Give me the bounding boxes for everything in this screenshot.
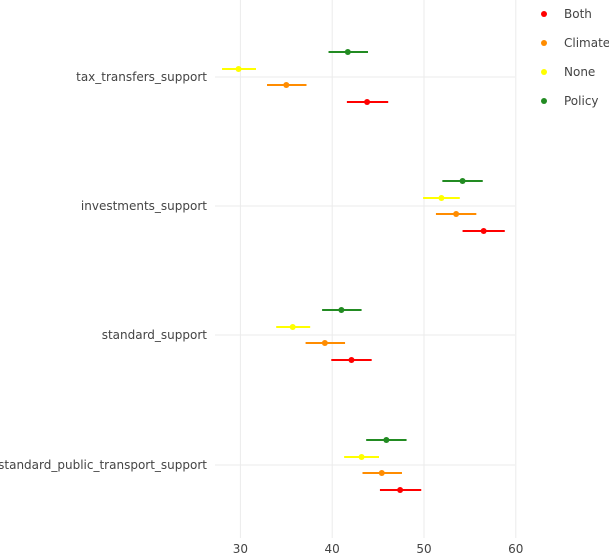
legend[interactable]: Both Climate None Policy [541,7,609,108]
data-point [321,340,328,346]
legend-item[interactable]: Both [541,7,592,21]
x-axis-ticks: 30 40 50 60 [233,542,524,556]
legend-item[interactable]: None [541,65,595,79]
legend-swatch [541,11,547,17]
data-point [344,49,351,55]
data-point [289,324,296,330]
data-point [383,437,390,443]
data-point [459,178,466,184]
legend-label: Both [564,7,592,21]
data-point [364,99,371,105]
legend-label: Climate [564,36,609,50]
legend-label: Policy [564,94,599,108]
data-point [358,454,365,460]
x-tick-label: 30 [233,542,248,556]
data-point [338,307,345,313]
legend-label: None [564,65,595,79]
data-marks [222,49,505,493]
data-point [480,228,487,234]
grid [215,0,517,538]
data-point [235,66,242,72]
legend-swatch [541,69,547,75]
x-tick-label: 50 [416,542,431,556]
category-label: investments_support [81,199,207,213]
data-point [283,82,290,88]
category-label: standard_public_transport_support [0,458,207,472]
data-point [453,211,460,217]
data-point [438,195,445,201]
category-labels: tax_transfers_support investments_support… [0,70,207,472]
legend-swatch [541,98,547,104]
category-label: standard_support [102,328,208,342]
x-tick-label: 60 [508,542,523,556]
category-label: tax_transfers_support [76,70,207,84]
data-point [378,470,385,476]
x-tick-label: 40 [325,542,340,556]
legend-swatch [541,40,547,46]
legend-item[interactable]: Policy [541,94,599,108]
data-point [348,357,355,363]
data-point [397,487,404,493]
legend-item[interactable]: Climate [541,36,609,50]
